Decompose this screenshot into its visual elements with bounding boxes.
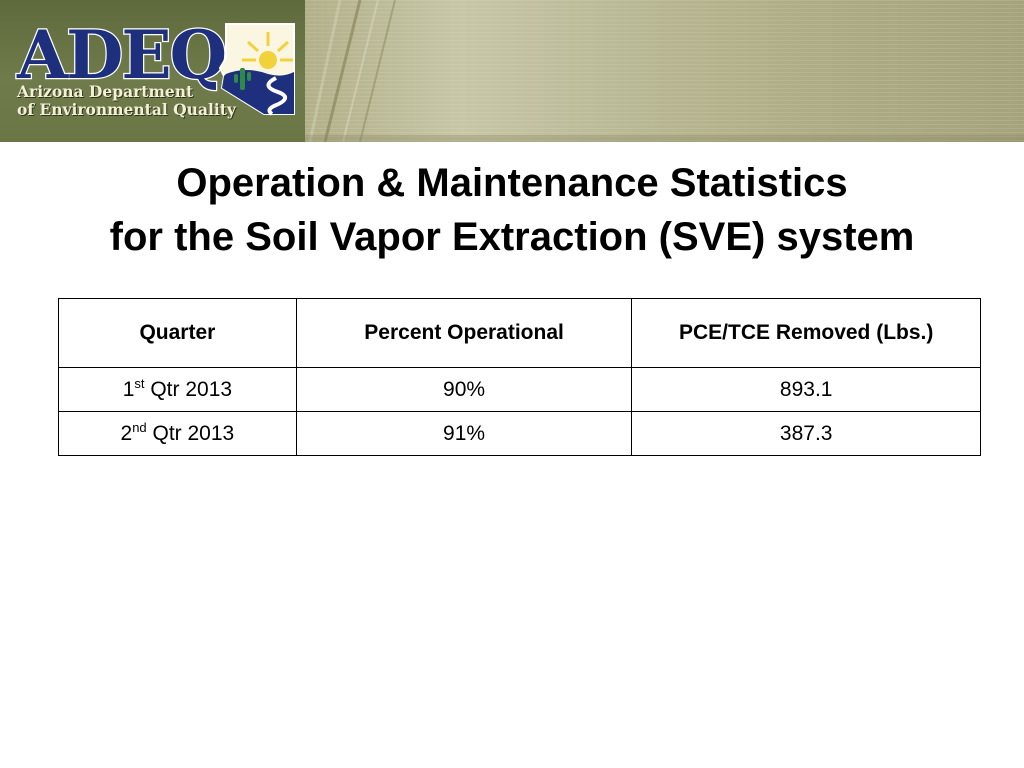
- statistics-table: Quarter Percent Operational PCE/TCE Remo…: [58, 298, 981, 456]
- header-pce-tce-removed: PCE/TCE Removed (Lbs.): [631, 298, 981, 368]
- title-line1: Operation & Maintenance Statistics: [176, 161, 848, 205]
- cactus-icon: [234, 68, 251, 90]
- quarter-number: 2: [120, 421, 133, 445]
- adeq-wordmark: ADEQ: [15, 15, 228, 94]
- cell-percent-operational: 91%: [295, 411, 633, 456]
- cell-percent-operational: 90%: [295, 367, 633, 412]
- table-header-row: Quarter Percent Operational PCE/TCE Remo…: [58, 298, 981, 368]
- quarter-suffix: st: [134, 375, 145, 391]
- table-row: 1st Qtr 2013 90% 893.1: [58, 367, 981, 412]
- quarter-label: Qtr 2013: [144, 377, 233, 401]
- river-icon: [266, 76, 287, 116]
- table-row: 2nd Qtr 2013 91% 387.3: [58, 411, 981, 456]
- logo-subtitle-line2: of Environmental Quality: [17, 100, 236, 119]
- sun-icon: [242, 32, 293, 69]
- header-quarter: Quarter: [58, 298, 297, 368]
- wordmark-text: ADEQ: [16, 16, 225, 94]
- cell-pce-tce-removed: 387.3: [631, 411, 981, 456]
- quarter-suffix: nd: [132, 419, 147, 435]
- header-percent-operational: Percent Operational: [295, 298, 633, 368]
- slide-title: Operation & Maintenance Statistics for t…: [20, 156, 1004, 264]
- quarter-number: 1: [122, 377, 135, 401]
- header-banner: ADEQ: [0, 0, 1024, 142]
- cell-quarter: 1st Qtr 2013: [58, 367, 297, 412]
- title-line2: for the Soil Vapor Extraction (SVE) syst…: [109, 215, 915, 259]
- cell-quarter: 2nd Qtr 2013: [58, 411, 297, 456]
- logo-subtitle-line1: Arizona Department: [17, 82, 194, 101]
- logo-panel: ADEQ: [0, 0, 305, 142]
- quarter-label: Qtr 2013: [146, 421, 235, 445]
- arizona-map-icon: [218, 23, 295, 116]
- banner-streaks: [0, 0, 1024, 142]
- cell-pce-tce-removed: 893.1: [631, 367, 981, 412]
